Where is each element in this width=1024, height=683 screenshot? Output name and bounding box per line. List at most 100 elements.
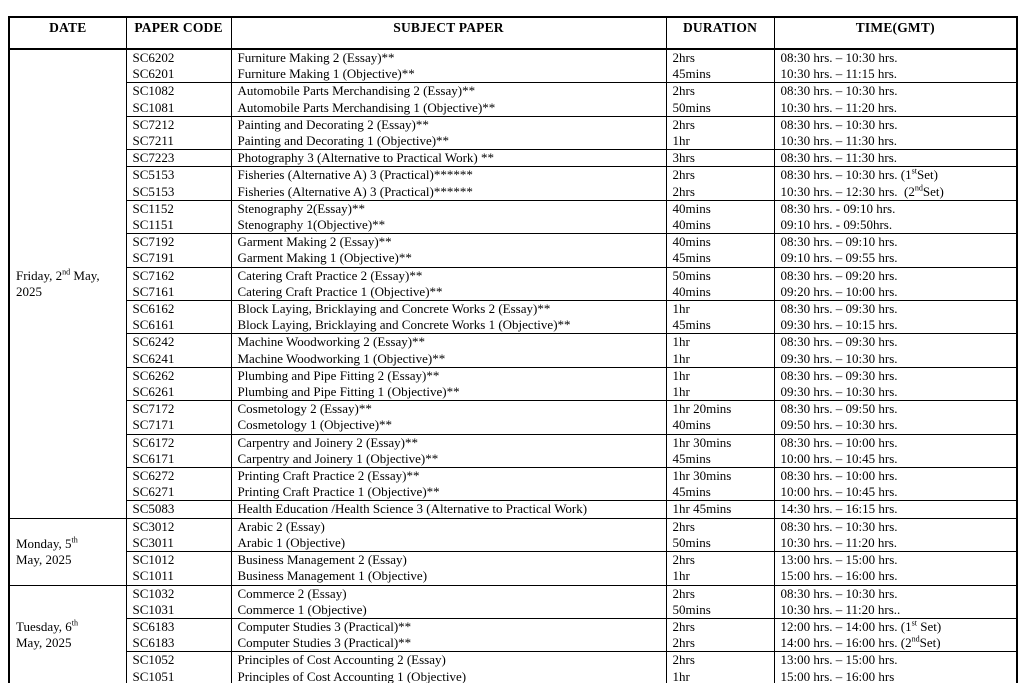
duration-cell: 1hr bbox=[665, 133, 775, 150]
paper-code-cell: SC7212 bbox=[125, 115, 232, 134]
time-cell: 14:30 hrs. – 16:15 hrs. bbox=[773, 500, 1018, 519]
time-cell: 10:00 hrs. – 10:45 hrs. bbox=[773, 484, 1018, 501]
duration-cell: 2hrs bbox=[665, 617, 775, 636]
paper-code-cell: SC6171 bbox=[125, 450, 232, 468]
date-line: Tuesday, 6th bbox=[16, 618, 79, 635]
paper-code-cell: SC1052 bbox=[125, 651, 232, 669]
table-row: SC1081 Automobile Parts Merchandising 1 … bbox=[9, 99, 1018, 117]
paper-code-cell: SC6271 bbox=[125, 484, 232, 501]
paper-code-cell: SC1082 bbox=[125, 82, 232, 100]
table-row: SC6201 Furniture Making 1 (Objective)** … bbox=[9, 66, 1018, 83]
paper-code-cell: SC3012 bbox=[125, 517, 232, 535]
table-row: SC6161 Block Laying, Bricklaying and Con… bbox=[9, 317, 1018, 334]
duration-cell: 50mins bbox=[665, 534, 775, 552]
table-row: SC6272 Printing Craft Practice 2 (Essay)… bbox=[9, 467, 1018, 485]
paper-code-cell: SC6202 bbox=[125, 48, 232, 67]
paper-code-cell: SC7161 bbox=[125, 283, 232, 301]
subject-cell: Furniture Making 1 (Objective)** bbox=[230, 66, 667, 83]
table-row: SC1082 Automobile Parts Merchandising 2 … bbox=[9, 82, 1018, 100]
subject-cell: Catering Craft Practice 1 (Objective)** bbox=[230, 283, 667, 301]
paper-code-cell: SC6261 bbox=[125, 384, 232, 401]
time-cell: 08:30 hrs. – 09:50 hrs. bbox=[773, 400, 1018, 418]
paper-code-cell: SC6272 bbox=[125, 467, 232, 485]
table-row: SC1051 Principles of Cost Accounting 1 (… bbox=[9, 668, 1018, 683]
subject-cell: Computer Studies 3 (Practical)** bbox=[230, 617, 667, 636]
subject-cell: Furniture Making 2 (Essay)** bbox=[230, 48, 667, 67]
paper-code-cell: SC7223 bbox=[125, 149, 232, 167]
table-row: SC1151 Stenography 1(Objective)** 40mins… bbox=[9, 217, 1018, 234]
date-cell: Monday, 5th May, 2025 bbox=[8, 517, 127, 585]
subject-cell: Cosmetology 2 (Essay)** bbox=[230, 400, 667, 418]
time-cell: 08:30 hrs. – 09:10 hrs. bbox=[773, 233, 1018, 251]
date-line: May, 2025 bbox=[16, 551, 72, 567]
table-row: SC6241 Machine Woodworking 1 (Objective)… bbox=[9, 350, 1018, 368]
paper-code-cell: SC7192 bbox=[125, 233, 232, 251]
subject-cell: Fisheries (Alternative A) 3 (Practical)*… bbox=[230, 166, 667, 184]
duration-cell: 50mins bbox=[665, 266, 775, 284]
time-cell: 10:00 hrs. – 10:45 hrs. bbox=[773, 450, 1018, 468]
duration-cell: 1hr bbox=[665, 300, 775, 318]
duration-cell: 2hrs bbox=[665, 183, 775, 201]
duration-cell: 1hr 20mins bbox=[665, 400, 775, 418]
subject-cell: Machine Woodworking 2 (Essay)** bbox=[230, 333, 667, 351]
paper-code-cell: SC1152 bbox=[125, 199, 232, 218]
time-cell: 08:30 hrs. – 09:30 hrs. bbox=[773, 300, 1018, 318]
table-row: SC7223 Photography 3 (Alternative to Pra… bbox=[9, 149, 1018, 167]
table-row: SC6162 Block Laying, Bricklaying and Con… bbox=[9, 300, 1018, 318]
table-row: SC7191 Garment Making 1 (Objective)** 45… bbox=[9, 250, 1018, 268]
subject-cell: Carpentry and Joinery 1 (Objective)** bbox=[230, 450, 667, 468]
subject-cell: Printing Craft Practice 2 (Essay)** bbox=[230, 467, 667, 485]
time-cell: 08:30 hrs. – 09:30 hrs. bbox=[773, 333, 1018, 351]
time-cell: 09:30 hrs. – 10:15 hrs. bbox=[773, 317, 1018, 334]
duration-cell: 40mins bbox=[665, 417, 775, 435]
table-row: SC7212 Painting and Decorating 2 (Essay)… bbox=[9, 115, 1018, 134]
time-cell: 08:30 hrs. – 10:00 hrs. bbox=[773, 467, 1018, 485]
table-row: SC7211 Painting and Decorating 1 (Object… bbox=[9, 133, 1018, 150]
exam-timetable: DATE PAPER CODE SUBJECT PAPER DURATION T… bbox=[8, 16, 1018, 683]
subject-cell: Arabic 2 (Essay) bbox=[230, 517, 667, 535]
table-row: SC5083 Health Education /Health Science … bbox=[9, 500, 1018, 519]
subject-cell: Carpentry and Joinery 2 (Essay)** bbox=[230, 433, 667, 451]
paper-code-cell: SC6241 bbox=[125, 350, 232, 368]
subject-cell: Machine Woodworking 1 (Objective)** bbox=[230, 350, 667, 368]
paper-code-cell: SC6201 bbox=[125, 66, 232, 83]
subject-cell: Principles of Cost Accounting 2 (Essay) bbox=[230, 651, 667, 669]
date-cell: Tuesday, 6th May, 2025 bbox=[8, 584, 127, 683]
time-cell: 12:00 hrs. – 14:00 hrs. (1st Set) bbox=[773, 617, 1018, 636]
duration-cell: 2hrs bbox=[665, 651, 775, 669]
time-cell: 09:10 hrs. – 09:55 hrs. bbox=[773, 250, 1018, 268]
table-row: SC7171 Cosmetology 1 (Objective)** 40min… bbox=[9, 417, 1018, 435]
time-cell: 08:30 hrs. – 10:30 hrs. bbox=[773, 48, 1018, 67]
subject-cell: Block Laying, Bricklaying and Concrete W… bbox=[230, 300, 667, 318]
table-row: Friday, 2nd May, 2025 SC6202 Furniture Mak… bbox=[8, 48, 1018, 519]
time-cell: 08:30 hrs. – 11:30 hrs. bbox=[773, 149, 1018, 167]
time-cell: 10:30 hrs. – 12:30 hrs. (2ndSet) bbox=[773, 183, 1018, 201]
duration-cell: 40mins bbox=[665, 199, 775, 218]
paper-code-cell: SC7171 bbox=[125, 417, 232, 435]
time-cell: 08:30 hrs. – 10:30 hrs. bbox=[773, 584, 1018, 602]
table-row: SC1012 Business Management 2 (Essay) 2hr… bbox=[9, 551, 1018, 569]
table-row: SC5153 Fisheries (Alternative A) 3 (Prac… bbox=[9, 183, 1018, 201]
header-time-gmt: TIME(GMT) bbox=[773, 16, 1018, 50]
subject-cell: Fisheries (Alternative A) 3 (Practical)*… bbox=[230, 183, 667, 201]
duration-cell: 1hr 30mins bbox=[665, 467, 775, 485]
duration-cell: 50mins bbox=[665, 601, 775, 619]
duration-cell: 45mins bbox=[665, 250, 775, 268]
duration-cell: 45mins bbox=[665, 317, 775, 334]
paper-code-cell: SC1051 bbox=[125, 668, 232, 683]
paper-code-cell: SC6183 bbox=[125, 617, 232, 636]
table-row: SC7192 Garment Making 2 (Essay)** 40mins… bbox=[9, 233, 1018, 251]
paper-code-cell: SC6242 bbox=[125, 333, 232, 351]
duration-cell: 1hr bbox=[665, 350, 775, 368]
subject-cell: Commerce 2 (Essay) bbox=[230, 584, 667, 602]
duration-cell: 2hrs bbox=[665, 48, 775, 67]
paper-code-cell: SC6162 bbox=[125, 300, 232, 318]
time-cell: 10:30 hrs. – 11:20 hrs. bbox=[773, 99, 1018, 117]
duration-cell: 2hrs bbox=[665, 517, 775, 535]
table-row: SC3011 Arabic 1 (Objective) 50mins 10:30… bbox=[9, 534, 1018, 552]
time-cell: 08:30 hrs. – 10:30 hrs. bbox=[773, 115, 1018, 134]
duration-cell: 1hr 45mins bbox=[665, 500, 775, 519]
time-cell: 14:00 hrs. – 16:00 hrs. (2ndSet) bbox=[773, 635, 1018, 652]
duration-cell: 1hr 30mins bbox=[665, 433, 775, 451]
table-row: SC1011 Business Management 1 (Objective)… bbox=[9, 568, 1018, 585]
